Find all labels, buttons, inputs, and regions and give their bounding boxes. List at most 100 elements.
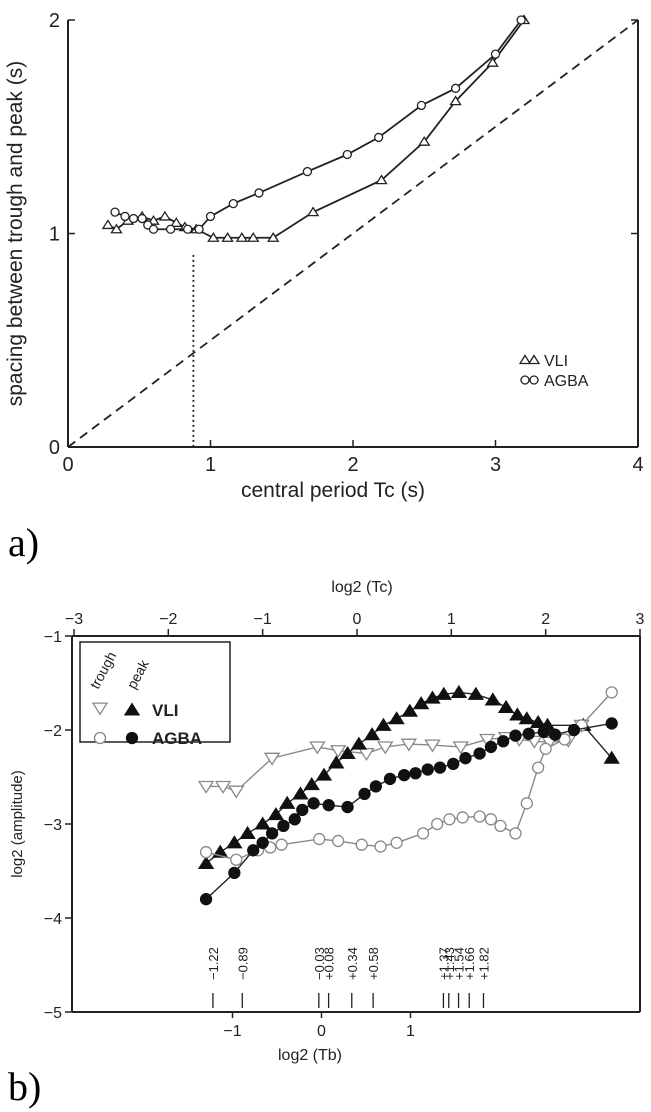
b-point-vli-peak bbox=[529, 714, 547, 729]
b-point-agba-trough bbox=[494, 819, 507, 833]
a-reference-dashed-line bbox=[67, 19, 639, 448]
b-point-vli-peak bbox=[518, 711, 535, 725]
a-point-agba bbox=[205, 211, 216, 222]
b-point-vli-trough bbox=[452, 741, 469, 755]
b-point-agba-trough bbox=[443, 813, 456, 826]
b-top-axis-label: log2 (Tc) bbox=[331, 579, 392, 596]
b-tb-annotation-label: −0.89 bbox=[235, 947, 250, 980]
a-point-agba bbox=[373, 132, 384, 143]
b-legend-marker-agba-peak bbox=[125, 731, 139, 745]
b-point-agba-peak bbox=[473, 747, 486, 760]
b-top-tick-label: 2 bbox=[541, 611, 550, 628]
b-point-vli-peak bbox=[388, 711, 405, 725]
b-point-vli-peak bbox=[292, 786, 309, 800]
b-legend-marker-agba-trough bbox=[93, 731, 107, 745]
a-point-vli bbox=[486, 56, 499, 67]
a-point-agba bbox=[490, 49, 501, 59]
a-legend-marker-agba bbox=[529, 375, 539, 385]
b-point-agba-peak bbox=[369, 780, 383, 793]
b-legend-box bbox=[79, 641, 231, 743]
b-point-vli-peak bbox=[339, 745, 356, 760]
a-point-vli bbox=[235, 232, 249, 242]
a-point-agba bbox=[228, 198, 238, 209]
b-point-vli-trough bbox=[377, 741, 394, 755]
a-y-axis-label: spacing between trough and peak (s) bbox=[4, 61, 27, 407]
b-point-vli-peak bbox=[484, 692, 502, 706]
a-series-line-vli bbox=[107, 20, 526, 239]
b-point-agba-trough bbox=[355, 838, 368, 851]
b-point-vli-peak bbox=[226, 835, 243, 849]
a-point-vli bbox=[101, 219, 115, 230]
b-legend-marker-vli-trough bbox=[91, 702, 109, 716]
b-bottom-tick-label: −1 bbox=[223, 1023, 241, 1040]
b-point-vli-trough bbox=[197, 780, 215, 794]
b-tb-annotation-label: +0.08 bbox=[322, 947, 337, 980]
b-point-agba-peak bbox=[605, 717, 618, 730]
a-point-agba bbox=[516, 15, 526, 25]
b-point-vli-trough bbox=[228, 785, 245, 799]
b-top-tick-label: 0 bbox=[353, 611, 362, 628]
panel-b-label: b) bbox=[8, 1064, 41, 1109]
a-point-vli bbox=[221, 232, 234, 242]
b-point-agba-peak bbox=[247, 844, 260, 857]
a-y-tick-label: 0 bbox=[49, 437, 60, 459]
b-point-vli-peak bbox=[239, 825, 256, 839]
b-point-agba-trough bbox=[390, 836, 403, 849]
a-point-vli bbox=[158, 210, 172, 221]
a-series-line-agba bbox=[114, 20, 523, 231]
a-y-tick-label: 1 bbox=[49, 224, 60, 246]
b-point-vli-trough bbox=[400, 738, 418, 752]
b-point-vli-peak bbox=[467, 686, 485, 700]
b-point-vli-peak bbox=[450, 684, 468, 698]
a-point-agba bbox=[183, 224, 193, 234]
a-point-agba bbox=[342, 149, 352, 160]
b-point-agba-peak bbox=[398, 768, 411, 782]
b-point-vli-peak bbox=[497, 699, 515, 713]
a-x-tick-label: 1 bbox=[205, 454, 216, 476]
b-y-axis-label: log2 (amplitude) bbox=[9, 770, 26, 878]
a-point-agba bbox=[165, 224, 176, 234]
b-point-vli-peak bbox=[375, 717, 392, 731]
a-legend-marker-agba bbox=[520, 375, 530, 385]
b-point-agba-trough bbox=[331, 834, 345, 848]
b-top-tick-label: −1 bbox=[254, 611, 272, 628]
a-point-agba bbox=[110, 207, 120, 217]
b-point-agba-peak bbox=[288, 813, 301, 826]
b-legend-label-vli: VLI bbox=[152, 701, 178, 720]
a-x-tick-label: 3 bbox=[490, 454, 501, 476]
b-point-agba-peak bbox=[459, 752, 472, 765]
b-point-agba-peak bbox=[548, 728, 562, 741]
b-point-agba-trough bbox=[431, 817, 444, 831]
b-point-vli-trough bbox=[309, 741, 326, 755]
b-point-agba-peak bbox=[358, 787, 371, 801]
b-point-agba-trough bbox=[313, 832, 326, 846]
b-tb-annotation-label: +1.43 bbox=[442, 947, 457, 980]
b-point-agba-peak bbox=[421, 763, 434, 776]
a-point-vli bbox=[247, 232, 260, 242]
b-point-agba-trough bbox=[605, 686, 618, 699]
b-point-vli-peak bbox=[603, 750, 620, 764]
b-point-agba-peak bbox=[383, 772, 397, 786]
b-point-vli-trough bbox=[358, 747, 375, 762]
a-point-vli bbox=[267, 232, 280, 242]
panel-a-label: a) bbox=[8, 520, 39, 565]
b-legend-label-agba: AGBA bbox=[152, 729, 202, 748]
b-point-vli-peak bbox=[197, 855, 215, 870]
b-point-agba-trough bbox=[456, 811, 469, 824]
a-x-tick-label: 0 bbox=[62, 454, 73, 476]
b-point-agba-peak bbox=[497, 735, 510, 748]
b-y-tick-label: −4 bbox=[44, 911, 62, 928]
a-point-agba bbox=[194, 224, 204, 234]
b-point-agba-peak bbox=[265, 827, 279, 840]
a-point-agba bbox=[302, 166, 313, 177]
b-point-agba-trough bbox=[520, 797, 533, 810]
b-tb-annotation-label: −0.03 bbox=[312, 947, 327, 980]
b-point-agba-trough bbox=[539, 742, 552, 755]
b-point-agba-peak bbox=[567, 723, 581, 737]
b-tb-annotation-label: +1.82 bbox=[476, 947, 491, 980]
b-point-agba-peak bbox=[307, 797, 320, 810]
b-point-vli-peak bbox=[254, 816, 271, 830]
a-point-agba bbox=[120, 211, 130, 222]
b-point-agba-peak bbox=[256, 836, 269, 849]
